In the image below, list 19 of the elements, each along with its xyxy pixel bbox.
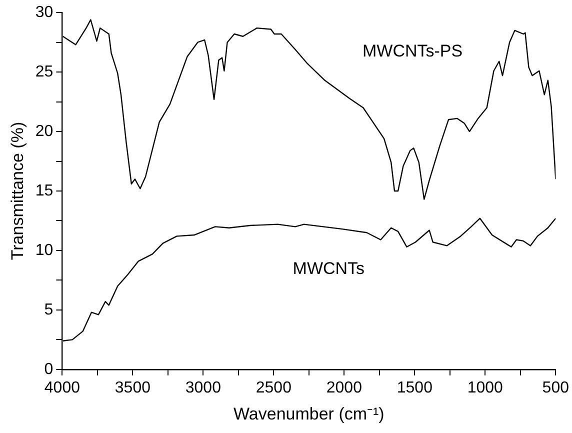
x-tick-label: 3500	[114, 379, 151, 396]
y-tick-label: 25	[35, 63, 54, 80]
y-tick-label: 20	[35, 122, 54, 140]
x-tick-label: 2500	[256, 379, 292, 396]
series-label: MWCNTs-PS	[362, 42, 463, 61]
x-tick-label: 2000	[326, 379, 362, 396]
x-tick-label: 4000	[44, 379, 80, 396]
series-label: MWCNTs	[292, 259, 365, 278]
x-tick-label: 3000	[185, 379, 222, 396]
x-axis-title: Wavenumber (cm⁻¹)	[234, 404, 384, 424]
x-tick-label: 1000	[467, 379, 504, 396]
y-tick-label: 15	[35, 182, 54, 200]
x-tick-label: 500	[542, 379, 570, 396]
y-tick-label: 0	[44, 360, 54, 378]
y-tick-label: 10	[35, 242, 54, 259]
y-axis-title: Transmittance (%)	[8, 122, 27, 260]
y-tick-label: 30	[35, 4, 54, 22]
x-tick-label: 1500	[396, 379, 433, 396]
y-tick-label: 5	[44, 301, 54, 318]
